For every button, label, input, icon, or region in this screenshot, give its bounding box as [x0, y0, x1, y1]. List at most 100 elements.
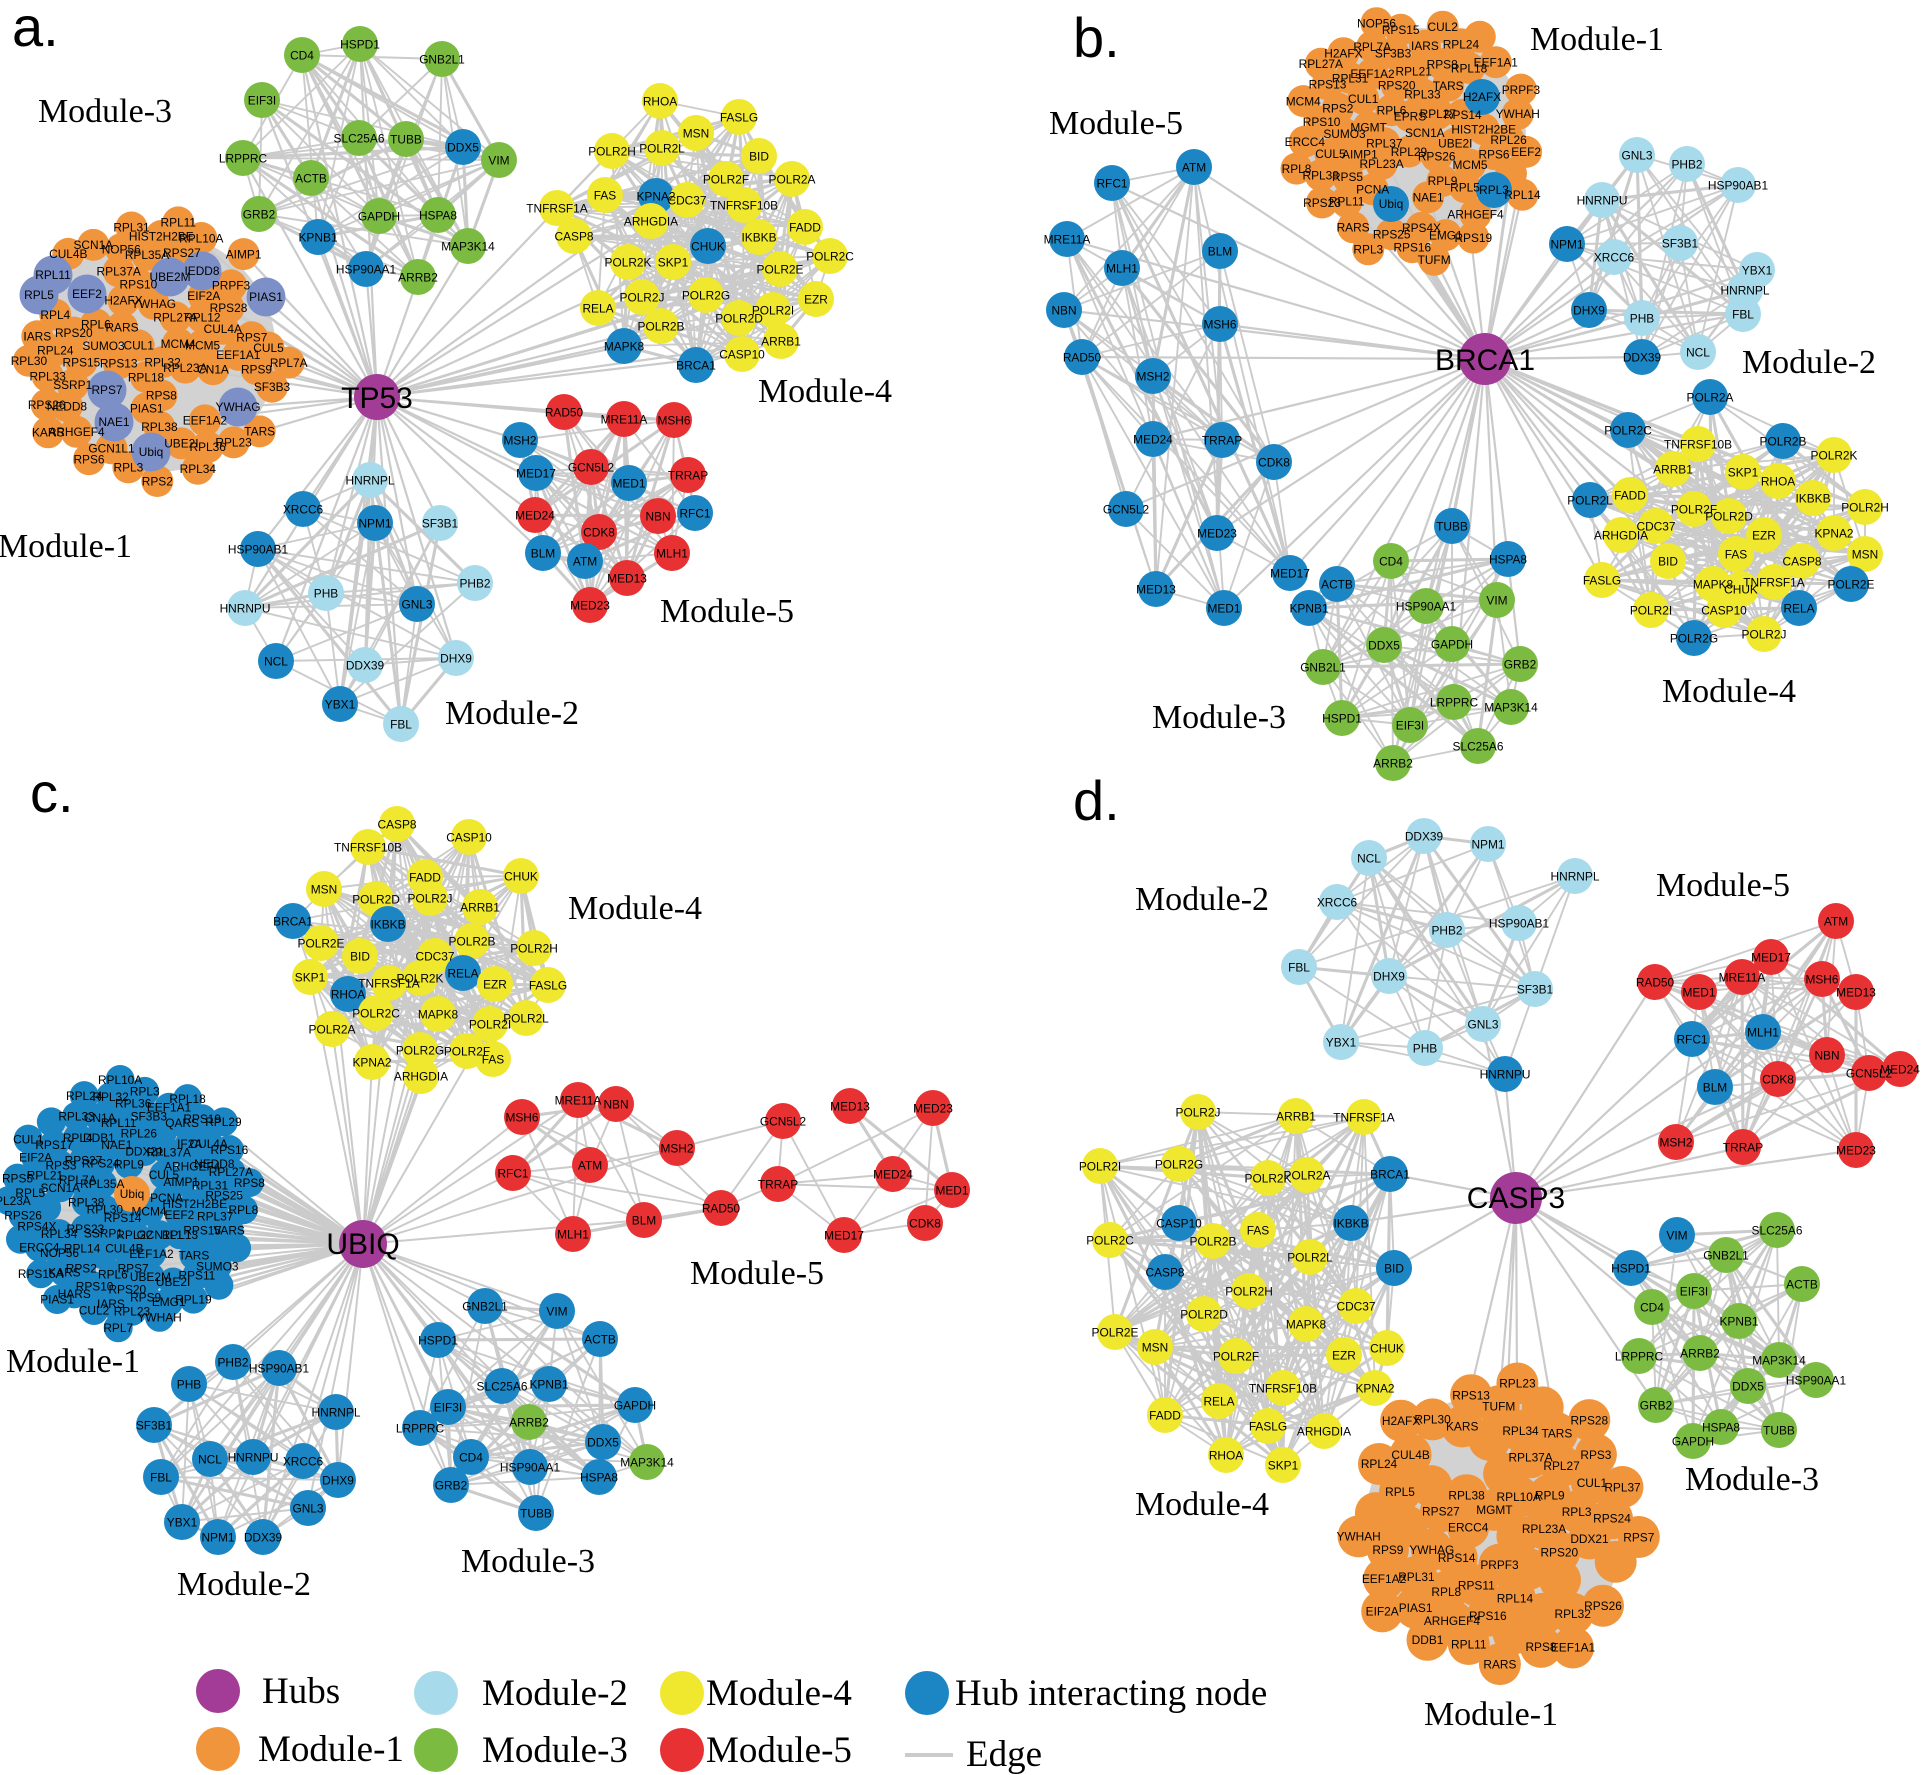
svg-text:XRCC6: XRCC6 [1594, 250, 1635, 264]
svg-text:RPS27: RPS27 [1422, 1505, 1460, 1519]
svg-text:MSN: MSN [311, 882, 337, 896]
svg-text:POLR2D: POLR2D [1180, 1307, 1228, 1321]
svg-text:RAD50: RAD50 [1063, 350, 1102, 364]
svg-text:RPL22: RPL22 [116, 1228, 153, 1242]
svg-text:FADD: FADD [1614, 488, 1646, 502]
svg-text:FADD: FADD [409, 870, 441, 884]
svg-text:POLR2H: POLR2H [510, 941, 558, 955]
svg-text:Module-2: Module-2 [445, 695, 579, 732]
svg-text:PHB2: PHB2 [1671, 157, 1702, 171]
svg-text:POLR2L: POLR2L [1567, 493, 1613, 507]
svg-text:MCM4: MCM4 [131, 1205, 166, 1219]
svg-text:RFC1: RFC1 [497, 1166, 528, 1180]
svg-text:RPS11: RPS11 [179, 1269, 216, 1283]
svg-text:RPL14: RPL14 [1504, 188, 1541, 202]
svg-text:EZR: EZR [804, 292, 828, 306]
svg-text:RPL30: RPL30 [11, 354, 48, 368]
svg-text:RPL27A: RPL27A [209, 1165, 253, 1179]
svg-text:MSN: MSN [1852, 547, 1878, 561]
svg-text:VIM: VIM [1666, 1228, 1687, 1242]
svg-text:CASP8: CASP8 [555, 229, 594, 243]
svg-text:DHX9: DHX9 [1373, 969, 1405, 983]
svg-text:Hub interacting node: Hub interacting node [955, 1673, 1267, 1714]
svg-text:LRPPRC: LRPPRC [1615, 1349, 1664, 1363]
svg-text:POLR2I: POLR2I [469, 1017, 511, 1031]
svg-text:POLR2C: POLR2C [1086, 1233, 1134, 1247]
svg-text:RPL26: RPL26 [1490, 133, 1527, 147]
svg-text:BRCA1: BRCA1 [1370, 1167, 1410, 1181]
svg-text:TNFRSF1A: TNFRSF1A [358, 976, 420, 990]
svg-text:RARS: RARS [1483, 1657, 1516, 1671]
svg-text:RPS28: RPS28 [1570, 1413, 1608, 1427]
svg-text:KPNA2: KPNA2 [1356, 1381, 1395, 1395]
svg-text:RPL24: RPL24 [1361, 1457, 1398, 1471]
svg-text:ATM: ATM [573, 554, 597, 568]
svg-text:RPL38: RPL38 [68, 1195, 105, 1209]
svg-text:RPS23: RPS23 [1303, 196, 1341, 210]
svg-text:RPL29: RPL29 [205, 1115, 242, 1129]
svg-text:MSH6: MSH6 [657, 413, 690, 427]
svg-text:CD4: CD4 [1640, 1300, 1664, 1314]
svg-text:RPL11: RPL11 [35, 268, 71, 282]
svg-text:Module-4: Module-4 [758, 373, 892, 410]
svg-text:AIMP1: AIMP1 [1342, 148, 1378, 162]
svg-text:RPL14: RPL14 [1497, 1592, 1534, 1606]
svg-text:RPS24: RPS24 [82, 1157, 120, 1171]
svg-text:XRCC6: XRCC6 [1317, 895, 1358, 909]
svg-text:RPL23: RPL23 [114, 1305, 151, 1319]
svg-text:DDX5: DDX5 [1368, 638, 1400, 652]
svg-text:CASP8: CASP8 [378, 817, 417, 831]
svg-text:H2AFX: H2AFX [104, 294, 142, 308]
svg-text:PRPF3: PRPF3 [1480, 1558, 1519, 1572]
svg-text:LRPPRC: LRPPRC [1430, 695, 1479, 709]
svg-text:ARHGEF4: ARHGEF4 [164, 1159, 221, 1173]
svg-text:POLR2A: POLR2A [309, 1022, 356, 1036]
svg-text:RPL8: RPL8 [1282, 162, 1312, 176]
svg-text:MRE11A: MRE11A [601, 412, 648, 426]
svg-text:HSPD1: HSPD1 [1322, 711, 1362, 725]
svg-text:HSP90AA1: HSP90AA1 [336, 262, 397, 276]
svg-text:RPL34: RPL34 [1502, 1424, 1539, 1438]
svg-text:RPL31: RPL31 [113, 221, 150, 235]
svg-text:POLR2B: POLR2B [1190, 1234, 1237, 1248]
svg-text:NEDD8: NEDD8 [47, 399, 88, 413]
svg-text:ARHGEF4: ARHGEF4 [48, 425, 105, 439]
svg-text:HNRNPL: HNRNPL [346, 473, 395, 487]
svg-text:CDK8: CDK8 [909, 1216, 941, 1230]
svg-text:RPL7A: RPL7A [59, 1173, 97, 1187]
svg-text:MSH6: MSH6 [505, 1110, 538, 1124]
svg-text:SLC25A6: SLC25A6 [1752, 1223, 1803, 1237]
svg-text:YBX1: YBX1 [325, 697, 356, 711]
svg-text:DDX21: DDX21 [125, 1145, 164, 1159]
svg-text:KPNB1: KPNB1 [1720, 1314, 1759, 1328]
svg-text:RPS19: RPS19 [1454, 231, 1492, 245]
svg-text:EEF1A2: EEF1A2 [183, 414, 228, 428]
svg-text:MCM4: MCM4 [1286, 94, 1321, 108]
svg-text:ERCC4: ERCC4 [1285, 135, 1326, 149]
svg-text:SF3B3: SF3B3 [1375, 47, 1412, 61]
svg-text:NOP56: NOP56 [1357, 17, 1396, 31]
svg-text:FADD: FADD [789, 220, 821, 234]
svg-text:RPS13: RPS13 [100, 357, 138, 371]
svg-text:DDX39: DDX39 [1405, 829, 1444, 843]
svg-text:RPS20: RPS20 [55, 326, 93, 340]
svg-text:ARHGDIA: ARHGDIA [624, 214, 678, 228]
svg-text:Module-3: Module-3 [38, 93, 172, 130]
svg-text:EIF2A: EIF2A [19, 1151, 52, 1165]
svg-text:KARS: KARS [1446, 1420, 1478, 1434]
svg-text:RPL4: RPL4 [63, 1131, 93, 1145]
svg-text:ARHGEF4: ARHGEF4 [1447, 207, 1504, 221]
svg-text:SLC25A6: SLC25A6 [334, 131, 385, 145]
svg-text:RPL5: RPL5 [24, 288, 54, 302]
svg-text:MED1: MED1 [1682, 985, 1715, 999]
svg-text:YWHAG: YWHAG [216, 400, 261, 414]
svg-text:BRCA1: BRCA1 [1435, 344, 1535, 377]
svg-text:MSN: MSN [1142, 1340, 1168, 1354]
svg-text:RPL31: RPL31 [1332, 71, 1369, 85]
svg-text:UBE2I: UBE2I [156, 1275, 190, 1289]
svg-text:EIF3I: EIF3I [1396, 718, 1424, 732]
svg-text:RPS15: RPS15 [183, 1224, 221, 1238]
svg-text:EEF1A1: EEF1A1 [1474, 55, 1519, 69]
svg-text:POLR2D: POLR2D [1705, 509, 1753, 523]
svg-text:SF3B1: SF3B1 [136, 1418, 173, 1432]
